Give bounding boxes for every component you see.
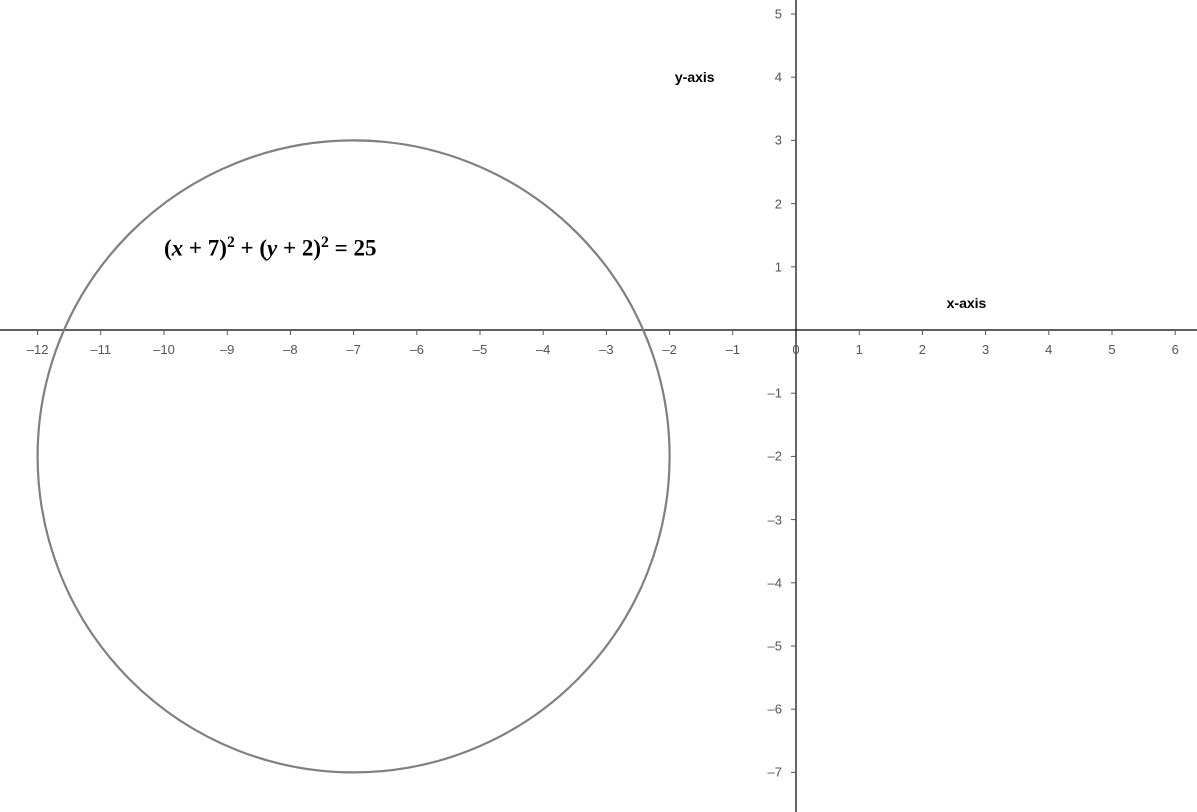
x-tick-label: 5 bbox=[1108, 342, 1115, 357]
x-tick-label: –1 bbox=[726, 342, 740, 357]
x-tick-label: –4 bbox=[536, 342, 550, 357]
x-tick-label: 3 bbox=[982, 342, 989, 357]
y-tick-label: –2 bbox=[768, 449, 782, 464]
x-tick-label: –10 bbox=[153, 342, 175, 357]
coordinate-plot bbox=[0, 0, 1197, 812]
x-tick-label: 6 bbox=[1172, 342, 1179, 357]
x-tick-label: –5 bbox=[473, 342, 487, 357]
x-axis-title: x-axis bbox=[947, 295, 987, 311]
x-tick-label: 2 bbox=[919, 342, 926, 357]
x-tick-label: –9 bbox=[220, 342, 234, 357]
x-tick-label: –8 bbox=[283, 342, 297, 357]
y-tick-label: –1 bbox=[768, 386, 782, 401]
y-axis-title: y-axis bbox=[675, 69, 715, 85]
x-tick-label: 4 bbox=[1045, 342, 1052, 357]
x-tick-label: –2 bbox=[662, 342, 676, 357]
y-tick-label: –4 bbox=[768, 575, 782, 590]
x-tick-label: –7 bbox=[346, 342, 360, 357]
y-tick-label: 4 bbox=[775, 70, 782, 85]
x-tick-label: –11 bbox=[90, 342, 111, 357]
x-tick-label: –12 bbox=[27, 342, 49, 357]
y-tick-label: 1 bbox=[775, 259, 782, 274]
y-tick-label: –5 bbox=[768, 639, 782, 654]
y-tick-label: –7 bbox=[768, 765, 782, 780]
y-tick-label: 5 bbox=[775, 7, 782, 22]
y-tick-label: 2 bbox=[775, 196, 782, 211]
y-tick-label: –3 bbox=[768, 512, 782, 527]
y-tick-label: 3 bbox=[775, 133, 782, 148]
x-tick-label: 0 bbox=[792, 342, 799, 357]
equation-label: (x + 7)2 + (y + 2)2 = 25 bbox=[164, 234, 376, 262]
x-tick-label: –3 bbox=[599, 342, 613, 357]
x-tick-label: 1 bbox=[856, 342, 863, 357]
x-tick-label: –6 bbox=[410, 342, 424, 357]
y-tick-label: –6 bbox=[768, 702, 782, 717]
